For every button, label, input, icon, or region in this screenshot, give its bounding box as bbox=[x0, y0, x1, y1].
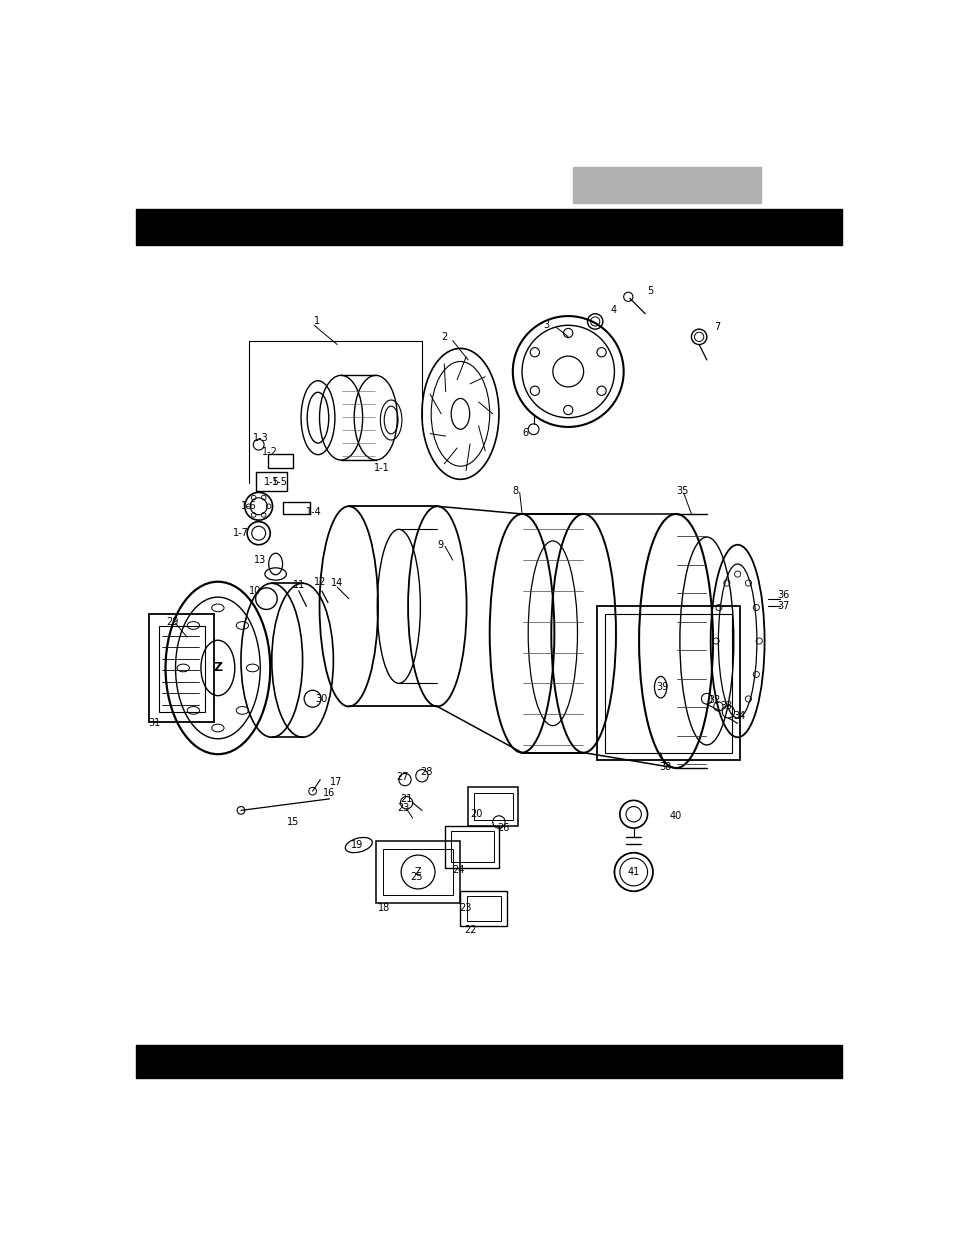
Text: 34: 34 bbox=[733, 710, 745, 721]
Bar bbox=[158, 626, 205, 711]
Text: 17: 17 bbox=[329, 777, 341, 787]
Bar bbox=[597, 606, 740, 761]
Text: 7: 7 bbox=[714, 322, 720, 332]
Text: 11: 11 bbox=[293, 579, 305, 590]
Text: 10: 10 bbox=[249, 585, 261, 597]
Bar bbox=[136, 209, 841, 246]
Text: 3: 3 bbox=[543, 320, 549, 330]
Text: Z: Z bbox=[415, 867, 421, 877]
Text: 15: 15 bbox=[287, 816, 299, 827]
Text: 24: 24 bbox=[453, 864, 465, 874]
Text: 32: 32 bbox=[708, 695, 720, 705]
Text: 33: 33 bbox=[720, 701, 732, 711]
Bar bbox=[444, 826, 498, 868]
Text: 26: 26 bbox=[497, 823, 509, 834]
Text: 39: 39 bbox=[656, 682, 668, 692]
Text: 4: 4 bbox=[610, 305, 616, 315]
Text: 1-2: 1-2 bbox=[261, 447, 277, 457]
Text: 1-4: 1-4 bbox=[306, 508, 322, 517]
Text: 22: 22 bbox=[464, 925, 476, 935]
Text: 25: 25 bbox=[410, 872, 422, 882]
Bar bbox=[283, 503, 310, 514]
Text: 21: 21 bbox=[400, 794, 413, 804]
Text: 8: 8 bbox=[512, 485, 517, 495]
Bar bbox=[466, 895, 500, 920]
Bar bbox=[468, 787, 517, 826]
Text: 23: 23 bbox=[458, 903, 471, 913]
Text: 28: 28 bbox=[420, 767, 433, 777]
Bar bbox=[604, 614, 732, 752]
Text: 23: 23 bbox=[396, 803, 409, 813]
Text: 12: 12 bbox=[314, 577, 326, 587]
Text: 41: 41 bbox=[627, 867, 639, 877]
Bar bbox=[573, 167, 760, 204]
Text: 40: 40 bbox=[669, 811, 681, 821]
Text: 14: 14 bbox=[331, 578, 343, 588]
Text: 31: 31 bbox=[149, 719, 161, 729]
Bar bbox=[375, 841, 460, 903]
Text: 2: 2 bbox=[440, 332, 447, 342]
Text: 37: 37 bbox=[777, 601, 789, 611]
Text: 1: 1 bbox=[314, 316, 320, 326]
Bar bbox=[474, 793, 513, 820]
Bar bbox=[149, 614, 213, 721]
Text: 35: 35 bbox=[676, 485, 688, 495]
Text: Z: Z bbox=[213, 662, 222, 674]
Text: 5: 5 bbox=[646, 285, 653, 295]
Bar bbox=[460, 892, 506, 926]
Text: 1-1: 1-1 bbox=[374, 463, 390, 473]
Text: 13: 13 bbox=[253, 556, 266, 566]
Text: 1-6: 1-6 bbox=[241, 501, 256, 511]
Text: 16: 16 bbox=[323, 788, 335, 798]
Text: 1-5: 1-5 bbox=[272, 477, 288, 487]
Text: 20: 20 bbox=[470, 809, 482, 819]
Text: 30: 30 bbox=[315, 694, 328, 704]
Text: 1-5: 1-5 bbox=[264, 477, 279, 487]
Text: 9: 9 bbox=[436, 540, 443, 550]
Text: 19: 19 bbox=[351, 840, 363, 850]
Bar bbox=[256, 472, 287, 490]
Text: 27: 27 bbox=[395, 772, 408, 782]
Bar bbox=[268, 454, 293, 468]
Text: 29: 29 bbox=[166, 616, 178, 626]
Bar bbox=[383, 848, 453, 895]
Bar bbox=[136, 1045, 841, 1078]
Text: 38: 38 bbox=[659, 762, 671, 772]
Text: 6: 6 bbox=[521, 429, 528, 438]
Bar bbox=[451, 831, 493, 862]
Text: 18: 18 bbox=[377, 903, 390, 913]
Text: 1-3: 1-3 bbox=[253, 433, 268, 443]
Text: 36: 36 bbox=[777, 590, 789, 600]
Text: 1-7: 1-7 bbox=[233, 529, 249, 538]
